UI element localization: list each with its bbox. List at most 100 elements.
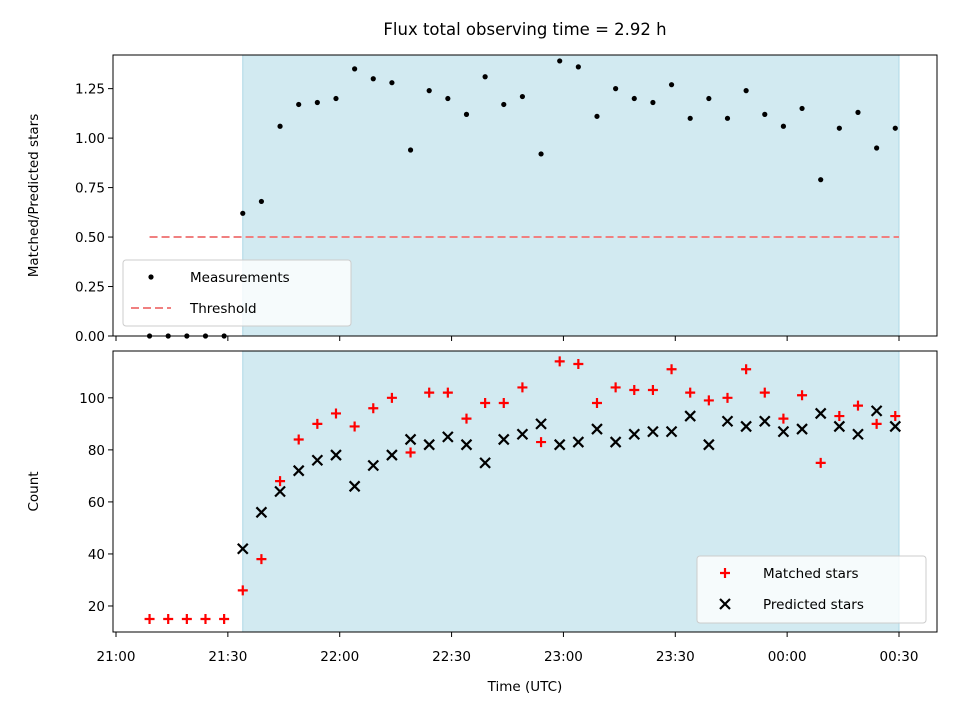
matched-star-point [741, 364, 752, 375]
y-tick-label: 60 [88, 495, 105, 511]
measurement-point [575, 64, 581, 70]
matched-star-point [330, 408, 341, 419]
matched-star-point [219, 613, 230, 624]
y-tick-label: 0.50 [75, 230, 105, 246]
axes-frame [112, 350, 938, 633]
measurement-point [613, 86, 619, 92]
predicted-star-point [255, 506, 268, 519]
measurement-point [370, 76, 376, 82]
matched-star-point [647, 385, 658, 396]
measurement-point [426, 88, 432, 94]
matched-star-point [610, 382, 621, 393]
measurement-point [519, 93, 526, 100]
panel-count: Matched stars Predicted stars [108, 350, 938, 637]
measurement-point [706, 95, 712, 102]
predicted-star-point [665, 425, 678, 438]
measurement-point [855, 109, 861, 115]
measurement-point [333, 95, 339, 102]
legend: Matched stars Predicted stars [696, 555, 927, 624]
y-axis-label: Matched/Predicted stars [26, 114, 42, 277]
y-tick-label: 1.00 [75, 131, 105, 147]
matched-star-point [852, 400, 863, 411]
predicted-star-point [535, 418, 547, 430]
predicted-star-point [479, 457, 491, 469]
measurement-point [482, 74, 488, 80]
predicted-star-point [386, 449, 398, 461]
legend-label: Measurements [190, 270, 290, 286]
measurement-point [594, 113, 600, 119]
legend-predicted-marker [719, 598, 731, 610]
matched-star-point [461, 413, 472, 424]
matched-star-point [871, 418, 882, 429]
measurement-point [687, 115, 693, 121]
measurement-point [296, 101, 302, 108]
measurement-point [258, 198, 265, 205]
measurement-point [799, 105, 805, 112]
matched-star-point [200, 613, 211, 624]
predicted-star-point [684, 410, 696, 422]
predicted-star-point [236, 542, 249, 555]
predicted-star-point [870, 405, 883, 417]
legend: Measurements Threshold [122, 259, 352, 327]
x-tick-label: 21:30 [208, 649, 247, 665]
y-tick-label: 80 [88, 443, 105, 459]
y-tick-label: 0.75 [75, 181, 105, 197]
matched-star-point [424, 387, 435, 398]
matched-star-point [144, 613, 155, 624]
matched-star-point [890, 411, 901, 422]
predicted-star-point [423, 438, 435, 451]
matched-star-point [834, 411, 845, 422]
matched-star-point [181, 613, 192, 624]
predicted-star-point [516, 428, 529, 441]
measurement-point [538, 151, 544, 157]
x-axis-label: Time (UTC) [487, 679, 563, 695]
matched-star-point [386, 392, 397, 403]
predicted-star-point [553, 438, 566, 451]
panel-ratio: Measurements Threshold [108, 54, 938, 341]
legend-measurement-marker [148, 274, 154, 280]
matched-star-point [815, 457, 826, 468]
predicted-star-point [330, 449, 342, 461]
y-tick-label: 0.25 [75, 280, 105, 296]
predicted-star-point [311, 454, 324, 467]
measurement-point [762, 111, 768, 117]
measurement-point [389, 80, 395, 86]
axes-frame [112, 54, 938, 337]
matched-star-point [629, 385, 640, 396]
measurement-point [818, 177, 824, 183]
measurement-point [668, 82, 675, 88]
predicted-star-point [460, 438, 473, 451]
matched-star-point [554, 356, 565, 367]
measurement-point [892, 125, 898, 131]
predicted-star-point [274, 485, 286, 498]
measurement-point [501, 101, 507, 108]
predicted-star-point [889, 420, 902, 433]
x-tick-label: 23:30 [656, 649, 695, 665]
legend-box [122, 259, 352, 327]
matched-star-point [685, 387, 696, 398]
measurement-point [277, 123, 283, 129]
measurement-point [650, 99, 656, 106]
measurement-point [780, 123, 787, 129]
x-tick-label: 22:00 [320, 649, 359, 665]
matched-star-point [275, 476, 286, 487]
matched-star-point [498, 398, 509, 409]
measurement-point [557, 58, 563, 64]
predicted-star-point [367, 459, 380, 472]
matched-star-point [237, 585, 248, 596]
predicted-star-point [721, 415, 734, 428]
legend-label: Matched stars [763, 566, 859, 582]
matched-star-point [163, 613, 174, 624]
matched-star-point [517, 382, 528, 393]
y-tick-label: 1.25 [75, 82, 105, 98]
predicted-star-point [348, 480, 361, 493]
x-tick-label: 21:00 [97, 649, 136, 665]
predicted-star-point [740, 420, 752, 433]
matched-star-point [256, 554, 267, 565]
measurement-point [352, 66, 358, 72]
legend-box [696, 555, 927, 624]
legend-label: Predicted stars [763, 597, 864, 613]
matched-star-point [722, 392, 733, 403]
chart-title: Flux total observing time = 2.92 h [383, 20, 667, 39]
